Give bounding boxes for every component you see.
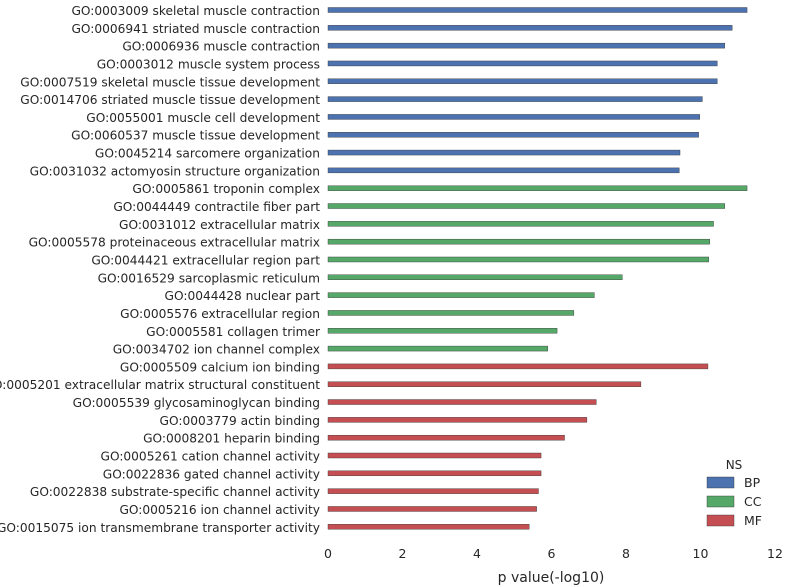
bar-bp xyxy=(327,132,699,138)
bar-mf xyxy=(327,524,530,530)
bar-mf xyxy=(327,506,537,512)
bar-bp xyxy=(327,78,718,84)
category-label: GO:0007519 skeletal muscle tissue develo… xyxy=(20,75,320,89)
category-label: GO:0006941 striated muscle contraction xyxy=(71,22,320,36)
category-label: GO:0005576 extracellular region xyxy=(120,307,320,321)
bar-cc xyxy=(327,238,711,245)
category-label: GO:0005509 calcium ion binding xyxy=(120,360,320,374)
category-label: GO:0005861 troponin complex xyxy=(132,182,320,196)
x-tick-label: 2 xyxy=(399,546,407,561)
bar-cc xyxy=(327,292,595,298)
category-label: GO:0003009 skeletal muscle contraction xyxy=(71,4,320,18)
bar-mf xyxy=(327,452,542,459)
x-tick-label: 8 xyxy=(622,546,630,561)
x-tick-label: 4 xyxy=(473,546,481,561)
bar-bp xyxy=(327,25,733,31)
bar-bp xyxy=(327,167,680,174)
category-label: GO:0060537 muscle tissue development xyxy=(71,129,320,143)
category-label: GO:0045214 sarcomere organization xyxy=(95,147,320,161)
bar-mf xyxy=(327,488,539,494)
category-label: GO:0005539 glycosaminoglycan binding xyxy=(73,396,320,410)
legend-swatch-bp xyxy=(706,476,735,489)
legend: NS BP CC MF xyxy=(706,458,762,528)
category-label: GO:0022838 substrate-specific channel ac… xyxy=(30,485,320,499)
x-tick-label: 0 xyxy=(324,546,332,561)
x-axis-label: p value(-log10) xyxy=(498,570,605,586)
bar-cc xyxy=(327,274,623,280)
bars-group xyxy=(327,7,748,530)
legend-label: CC xyxy=(744,494,762,509)
legend-swatch-cc xyxy=(706,495,735,508)
category-label: GO:0005201 extracellular matrix structur… xyxy=(0,378,320,392)
bar-mf xyxy=(327,363,709,370)
bar-bp xyxy=(327,42,725,49)
category-label: GO:0015075 ion transmembrane transporter… xyxy=(0,521,320,535)
bar-mf xyxy=(327,399,597,405)
category-label: GO:0031012 extracellular matrix xyxy=(119,218,320,232)
bar-mf xyxy=(327,434,565,441)
bar-mf xyxy=(327,417,588,423)
bar-bp xyxy=(327,149,681,156)
bar-bp xyxy=(327,96,703,102)
x-tick-label: 6 xyxy=(548,546,556,561)
category-label: GO:0014706 striated muscle tissue develo… xyxy=(20,93,320,107)
category-label: GO:0031032 actomyosin structure organiza… xyxy=(30,164,320,178)
bar-mf xyxy=(327,381,642,387)
bar-bp xyxy=(327,114,700,120)
category-label: GO:0003012 muscle system process xyxy=(97,57,320,71)
bar-bp xyxy=(327,7,748,13)
bar-cc xyxy=(327,256,709,263)
bar-cc xyxy=(327,203,725,209)
bar-mf xyxy=(327,470,542,477)
category-label: GO:0006936 muscle contraction xyxy=(122,40,320,54)
category-label: GO:0034702 ion channel complex xyxy=(113,343,320,357)
bar-cc xyxy=(327,185,748,191)
x-tick-label: 10 xyxy=(693,546,709,561)
category-label: GO:0005261 cation channel activity xyxy=(101,450,321,464)
bar-cc xyxy=(327,221,714,227)
category-label: GO:0044449 contractile fiber part xyxy=(113,200,320,214)
legend-swatch-mf xyxy=(706,514,735,527)
bar-bp xyxy=(327,60,718,67)
bar-cc xyxy=(327,328,558,334)
category-label: GO:0044421 extracellular region part xyxy=(91,253,320,267)
legend-title: NS xyxy=(726,458,743,472)
category-label: GO:0005578 proteinaceous extracellular m… xyxy=(29,236,320,250)
category-label: GO:0005216 ion channel activity xyxy=(119,503,320,517)
category-label: GO:0005581 collagen trimer xyxy=(146,325,321,339)
bar-cc xyxy=(327,345,548,352)
legend-label: MF xyxy=(744,513,762,528)
category-label: GO:0055001 muscle cell development xyxy=(86,111,320,125)
category-label: GO:0022836 gated channel activity xyxy=(103,467,320,481)
category-label: GO:0016529 sarcoplasmic reticulum xyxy=(98,271,320,285)
category-label: GO:0044428 nuclear part xyxy=(165,289,321,303)
category-label: GO:0003779 actin binding xyxy=(160,414,320,428)
x-tick-label: 12 xyxy=(767,546,783,561)
legend-label: BP xyxy=(744,475,761,490)
category-labels: GO:0003009 skeletal muscle contraction GO… xyxy=(0,4,321,535)
category-label: GO:0008201 heparin binding xyxy=(143,432,320,446)
bar-cc xyxy=(327,310,575,316)
x-axis-ticks: 0 2 4 6 8 10 12 xyxy=(324,546,783,561)
